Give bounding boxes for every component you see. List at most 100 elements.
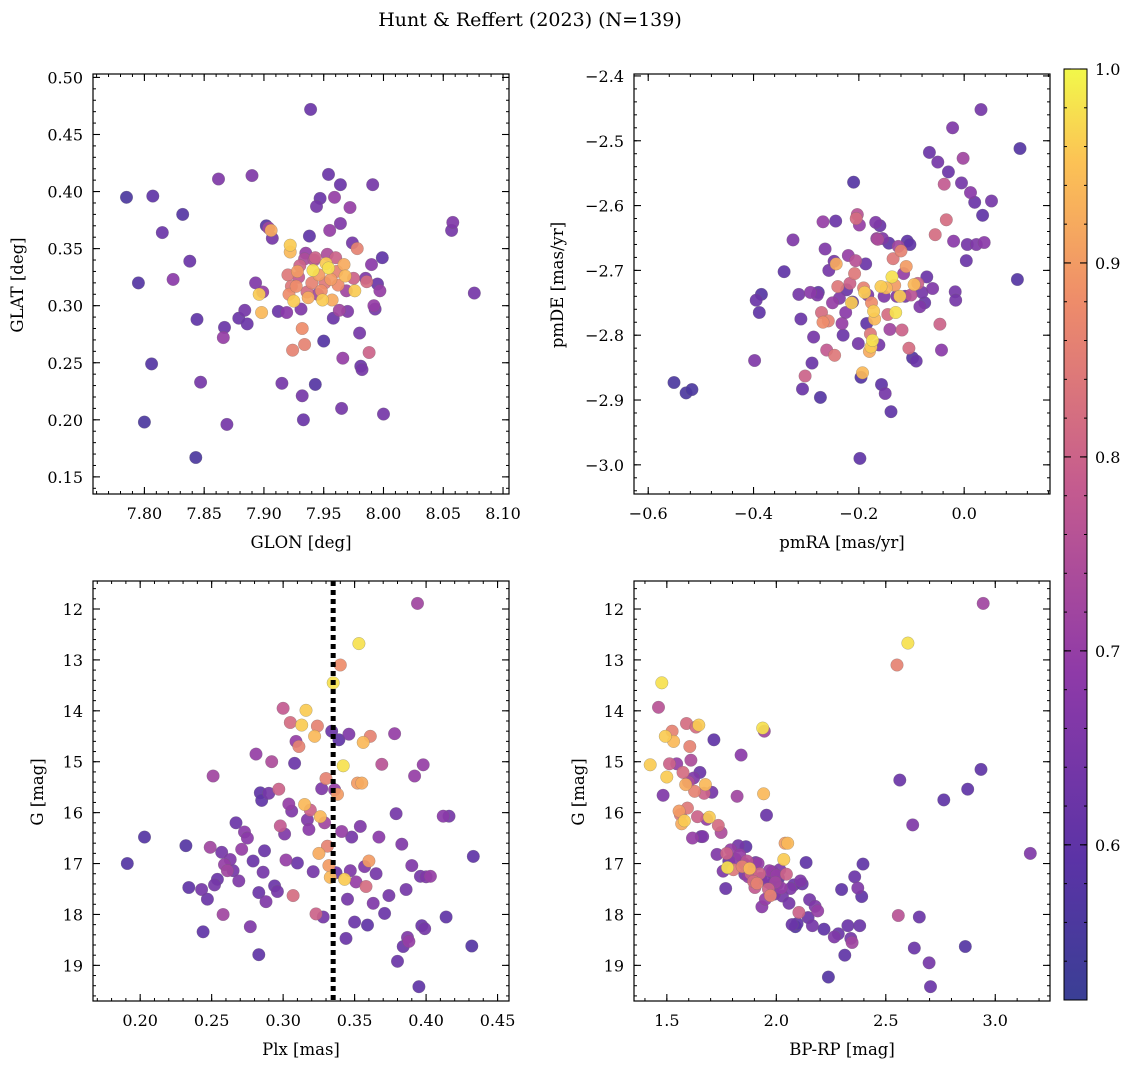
x-tick-label: 0.35 [337, 1011, 373, 1030]
scatter-point [811, 904, 825, 918]
scatter-point [853, 451, 867, 465]
scatter-point [721, 861, 734, 875]
scatter-point [336, 351, 350, 365]
scatter-point [763, 889, 777, 903]
scatter-point [847, 175, 861, 189]
y-tick-label: 13 [604, 651, 624, 670]
axes-frame [92, 580, 510, 1002]
y-tick-label: 19 [63, 956, 83, 975]
x-tick-label: 2.0 [764, 1011, 789, 1030]
scatter-point [252, 948, 266, 962]
scatter-point [663, 757, 676, 771]
scatter-point [353, 819, 367, 833]
scatter-point [913, 300, 927, 314]
scatter-point [348, 284, 362, 298]
x-tick-label: −0.6 [629, 504, 668, 523]
scatter-points [120, 102, 481, 464]
axes-frame [633, 73, 1051, 495]
scatter-point [874, 280, 888, 294]
scatter-point [258, 844, 271, 858]
x-tick-label: 8.00 [366, 504, 402, 523]
scatter-point [252, 287, 266, 301]
scatter-point [348, 915, 362, 929]
scatter-point [439, 910, 453, 924]
panel-sky-position: GLON [deg] GLAT [deg] 7.80 7.85 7.90 7.95 8.… [8, 68, 521, 552]
scatter-point [145, 357, 159, 371]
scatter-point [418, 922, 432, 936]
scatter-point [756, 721, 770, 735]
x-tick-label: −0.4 [734, 504, 773, 523]
scatter-point [333, 178, 347, 192]
scatter-point [308, 729, 322, 743]
scatter-point [760, 808, 773, 822]
scatter-point [931, 155, 945, 169]
scatter-point [719, 882, 733, 895]
x-tick-label: 7.80 [127, 504, 163, 523]
y-tick-label: 0.25 [47, 354, 83, 373]
scatter-point [688, 784, 702, 798]
scatter-point [206, 769, 220, 783]
colorbar-tick-label: 0.7 [1095, 642, 1120, 661]
scatter-point [817, 922, 831, 936]
scatter-point [332, 733, 346, 747]
scatter-point [290, 264, 304, 278]
scatter-point [302, 822, 316, 836]
scatter-point [350, 242, 364, 256]
scatter-point [782, 896, 796, 910]
scatter-point [341, 892, 354, 906]
scatter-point [335, 401, 349, 415]
scatter-point [1023, 846, 1037, 860]
scatter-point [707, 733, 721, 747]
scatter-point [301, 291, 315, 305]
scatter-point [906, 818, 920, 832]
scatter-point [215, 845, 229, 859]
scatter-point [907, 278, 921, 292]
x-axis-label: BP-RP [mag] [789, 1040, 895, 1059]
scatter-point [302, 229, 316, 243]
scatter-point [828, 348, 842, 362]
scatter-point [137, 415, 151, 429]
scatter-point [889, 306, 903, 319]
scatter-point [283, 238, 297, 252]
scatter-point [196, 925, 210, 939]
scatter-point [166, 272, 180, 286]
scatter-point [652, 700, 665, 714]
scatter-point [792, 287, 806, 301]
scatter-point [288, 756, 302, 770]
scatter-point [229, 816, 243, 830]
scatter-point [295, 322, 309, 335]
scatter-point [841, 919, 855, 933]
scatter-point [974, 103, 988, 117]
scatter-point [890, 658, 904, 672]
scatter-point [360, 275, 374, 289]
scatter-point [276, 701, 290, 715]
scatter-point [698, 778, 712, 792]
scatter-point [796, 382, 809, 396]
y-tick-label: 18 [604, 905, 624, 924]
scatter-point [372, 830, 386, 844]
x-tick-label: 8.10 [485, 504, 521, 523]
scatter-point [720, 846, 734, 860]
scatter-point [323, 223, 337, 237]
scatter-point [389, 807, 403, 821]
y-tick-label: 13 [63, 651, 83, 670]
y-tick-label: 0.30 [47, 297, 83, 316]
scatter-point [752, 306, 766, 319]
x-axis-label: Plx [mas] [262, 1040, 340, 1059]
scatter-point [308, 377, 322, 391]
scatter-point [750, 876, 764, 890]
scatter-point [343, 201, 357, 214]
scatter-point [974, 762, 988, 776]
colorbar-gradient [1063, 68, 1088, 1001]
scatter-point [353, 326, 367, 340]
scatter-point [798, 369, 812, 383]
scatter-point [781, 836, 795, 850]
scatter-point [308, 251, 322, 265]
x-tick-label: −0.2 [839, 504, 878, 523]
scatter-point [702, 810, 716, 824]
scatter-point [922, 956, 936, 970]
y-tick-label: 19 [604, 956, 624, 975]
scatter-point [362, 854, 376, 868]
scatter-point [829, 214, 843, 228]
scatter-point [446, 215, 460, 229]
